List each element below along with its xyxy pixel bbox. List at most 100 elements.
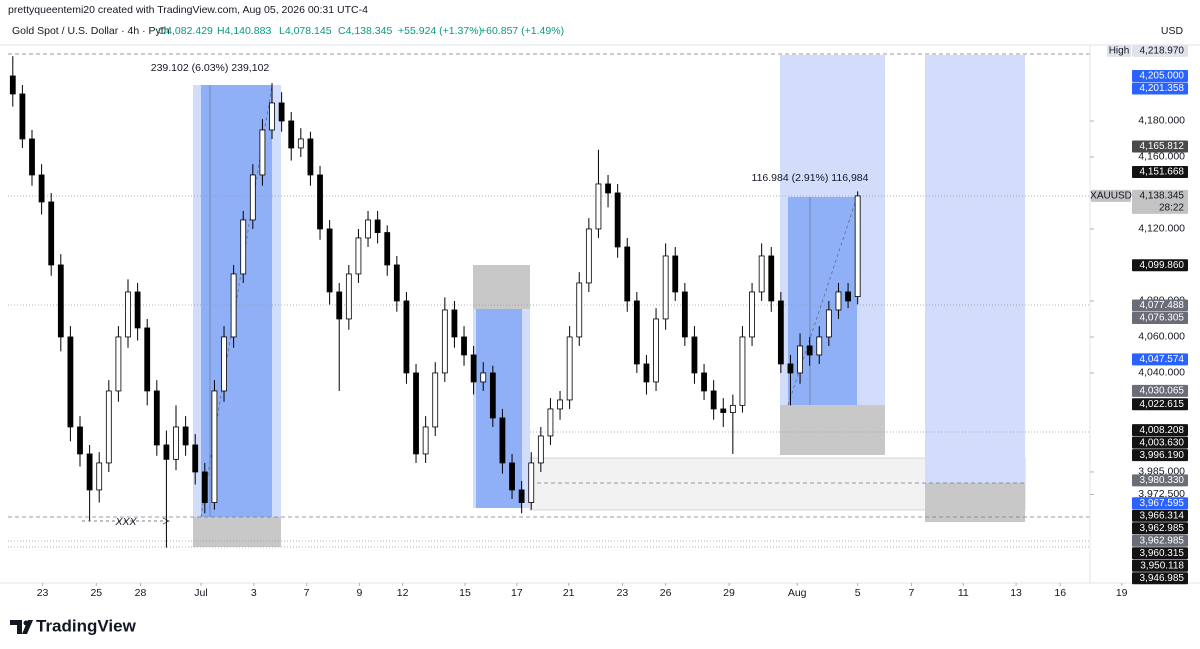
x-tick-label: 21 — [563, 587, 575, 599]
candle-body — [19, 93, 26, 140]
candle-body — [653, 318, 659, 383]
candle-body — [643, 363, 650, 383]
candle-body — [249, 174, 256, 221]
candle-body — [605, 183, 611, 194]
candle-body — [115, 336, 122, 392]
candle-body — [557, 399, 563, 410]
candle-body — [816, 336, 823, 356]
price-label: 3,966.314 — [1140, 510, 1185, 521]
legend-value: +55.924 (+1.37%) — [398, 25, 482, 37]
candle-body — [701, 372, 707, 392]
candle-body — [854, 195, 861, 297]
candle-body — [576, 282, 583, 338]
price-label: 4,099.860 — [1140, 260, 1185, 271]
currency: USD — [1161, 25, 1184, 37]
price-label: 4,201.358 — [1140, 83, 1185, 94]
price-label-name: XAUUSD — [1090, 191, 1132, 202]
y-tick-label: 3,972.500 — [1138, 488, 1185, 500]
candle-body — [585, 228, 592, 284]
price-label: 3,967.595 — [1140, 498, 1185, 509]
candle-body — [480, 372, 487, 383]
candle-body — [797, 345, 803, 374]
price-label: 3,962.985 — [1140, 523, 1185, 534]
price-label-box — [1132, 44, 1188, 57]
price-label: 3,962.985 — [1140, 535, 1185, 546]
candle-body — [537, 435, 544, 464]
candle-body — [288, 120, 295, 149]
price-label-box — [1132, 572, 1188, 585]
price-label: 4,138.345 — [1140, 191, 1185, 202]
candle-body — [441, 309, 448, 374]
arrow-head — [162, 517, 170, 525]
price-label-box — [1132, 547, 1188, 560]
price-label: 4,076.305 — [1140, 313, 1185, 324]
candle-body — [662, 255, 669, 320]
candle-body — [336, 291, 343, 320]
candle-body — [470, 354, 477, 383]
candle-body — [48, 201, 55, 266]
x-tick-label: 9 — [356, 587, 362, 599]
x-tick-label: 19 — [1116, 587, 1128, 599]
position-box — [476, 309, 522, 508]
candle-body — [729, 404, 736, 413]
legend-value: L4,078.145 — [279, 25, 332, 37]
stop-box — [193, 517, 281, 547]
candle-body — [528, 462, 535, 503]
price-label-box — [1132, 69, 1188, 82]
measure-label: 239.102 (6.03%) 239,102 — [151, 62, 270, 74]
candle-body — [633, 300, 640, 365]
logo-dot — [23, 620, 29, 626]
candle-body — [29, 138, 35, 176]
price-label: 3,980.330 — [1140, 475, 1185, 486]
candle-body — [105, 390, 112, 464]
candle-body — [547, 408, 554, 437]
price-label-box — [1132, 497, 1188, 510]
candle-body — [201, 471, 208, 503]
x-tick-label: 5 — [855, 587, 861, 599]
logo-icon — [10, 620, 33, 634]
candle-body — [749, 291, 755, 338]
x-tick-label: 26 — [660, 587, 672, 599]
candle-body — [624, 246, 631, 302]
price-label: 4,165.812 — [1140, 141, 1185, 152]
price-label-box — [1132, 522, 1188, 535]
candle-body — [835, 291, 842, 311]
candle-body — [518, 489, 525, 503]
price-label-box — [1132, 474, 1188, 487]
price-label: 3,946.985 — [1140, 573, 1185, 584]
candle-body — [221, 336, 227, 392]
y-tick-label: 4,040.000 — [1138, 367, 1185, 379]
candle-body — [297, 138, 304, 149]
candle-body — [499, 417, 506, 464]
legend-value: C4,138.345 — [338, 25, 392, 37]
price-label-box — [1132, 140, 1188, 153]
x-tick-label: 7 — [909, 587, 915, 599]
x-tick-label: 3 — [251, 587, 257, 599]
candle-body — [192, 444, 199, 473]
candle-body — [77, 426, 83, 455]
candle-body — [317, 174, 323, 230]
candle-body — [384, 232, 391, 266]
candle-body — [278, 102, 285, 122]
candle-body — [38, 174, 45, 203]
candle-body — [768, 255, 775, 302]
candle-body — [211, 390, 218, 503]
candle-body — [134, 291, 141, 329]
price-label: 4,022.615 — [1140, 399, 1185, 410]
candle-body — [153, 390, 160, 446]
price-label-box — [1132, 311, 1188, 324]
price-label-box — [1132, 398, 1188, 411]
candle-body — [163, 444, 170, 460]
candle-body — [57, 264, 64, 338]
x-tick-label: 13 — [1010, 587, 1022, 599]
candle-body — [509, 462, 515, 491]
candle-body — [355, 237, 362, 275]
candle-body — [86, 453, 93, 491]
candle-body — [326, 228, 333, 293]
candles — [9, 56, 861, 548]
candle-body — [269, 102, 275, 131]
price-label: 4,008.208 — [1140, 425, 1185, 436]
candle-body — [681, 291, 688, 338]
legend-value: O4,082.429 — [158, 25, 213, 37]
